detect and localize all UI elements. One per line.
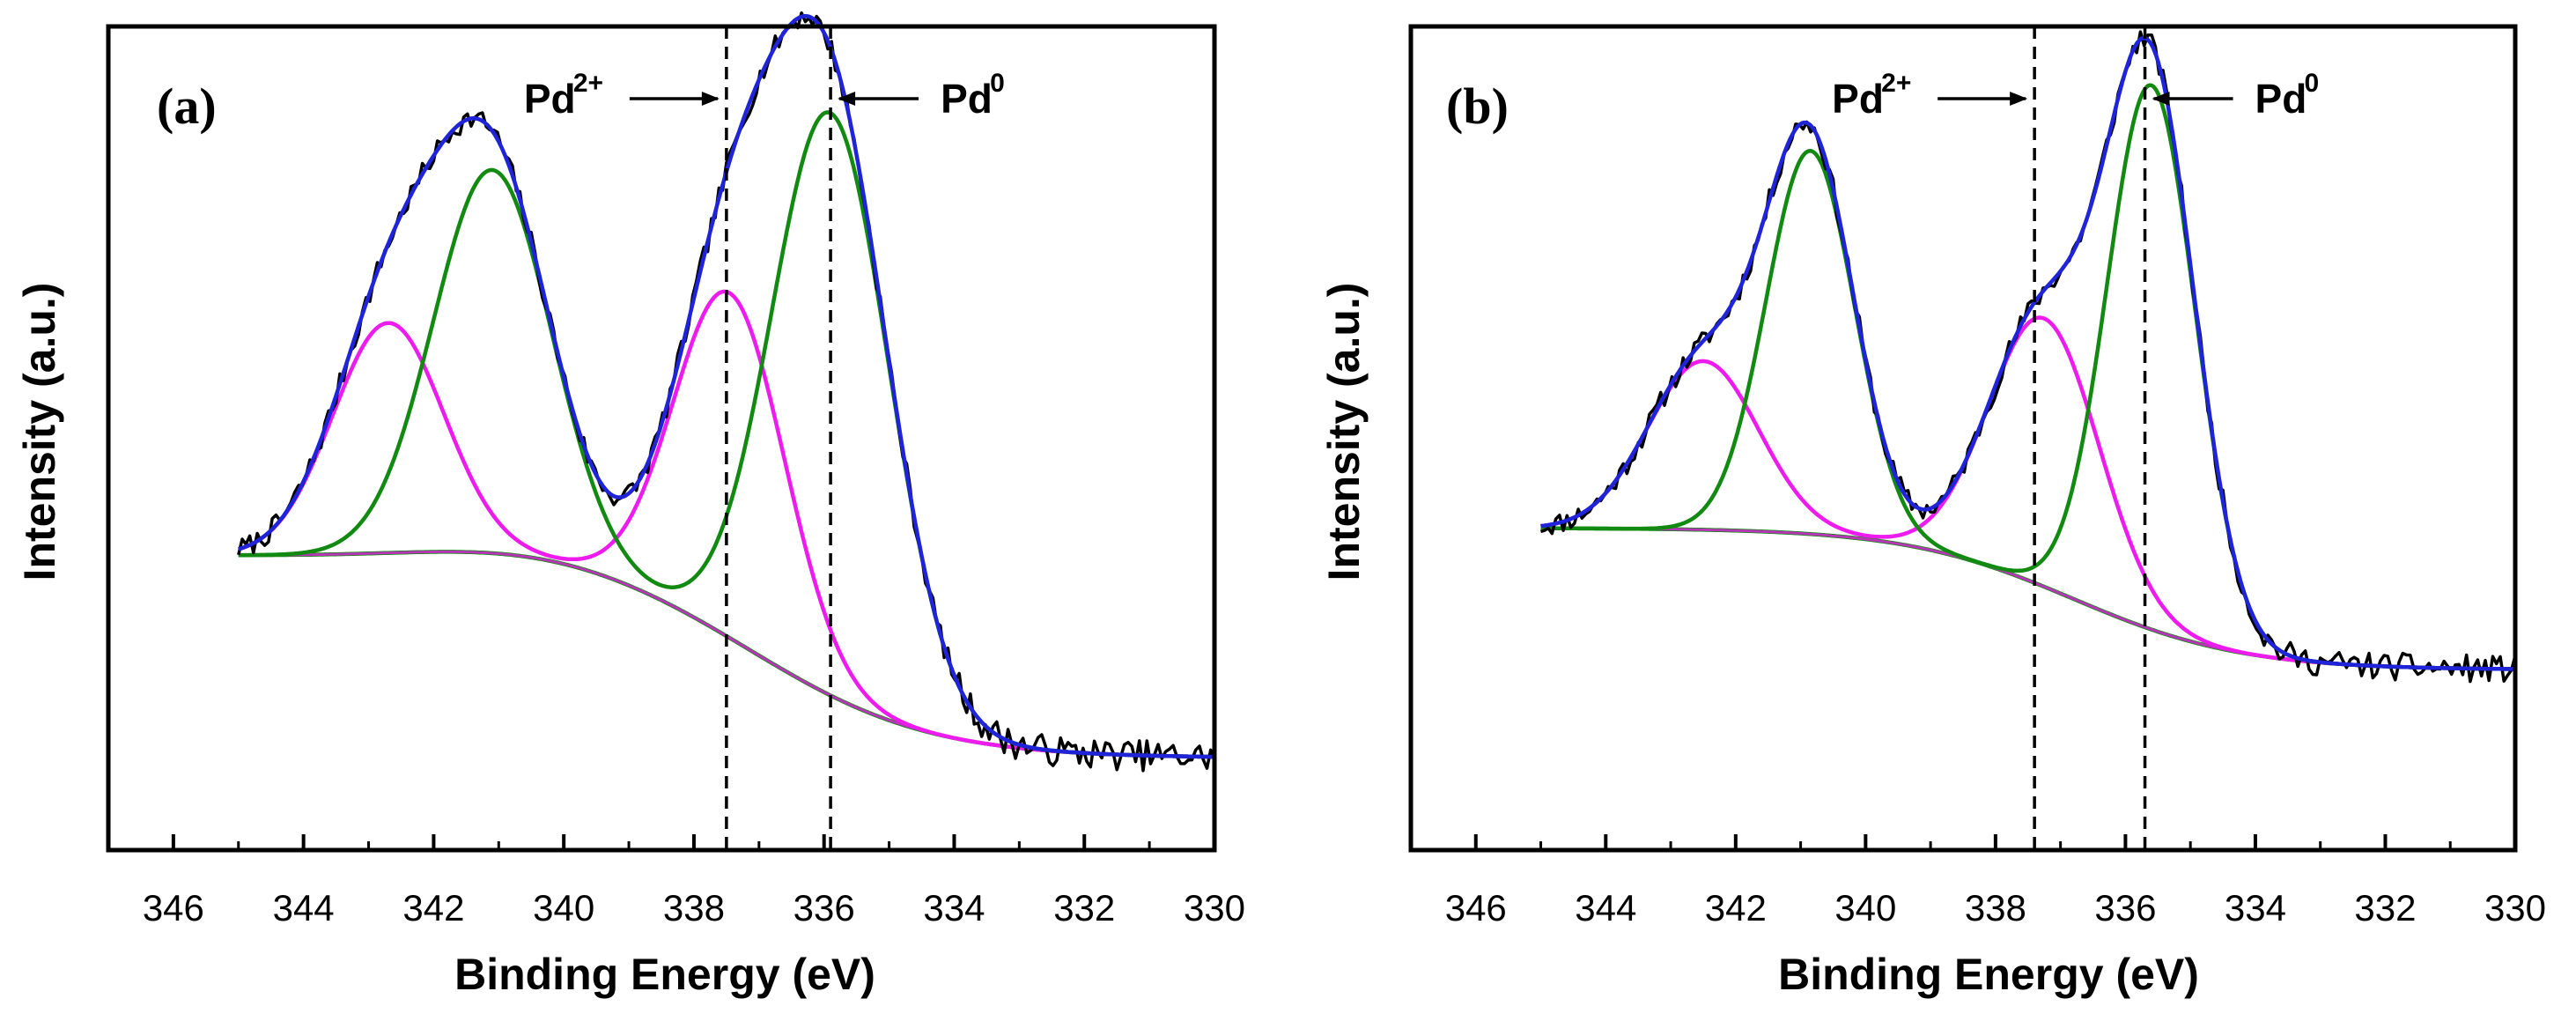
pd0-label-superscript: 0 <box>990 69 1005 98</box>
x-tick-label: 338 <box>1965 887 2026 929</box>
background-magenta <box>1540 527 2515 670</box>
plot-frame <box>1408 24 2518 853</box>
panel-label: (b) <box>1446 78 1509 135</box>
pd0-label: Pd <box>2255 76 2307 122</box>
x-tick-label: 342 <box>1705 887 1767 929</box>
plot-frame <box>106 24 1217 853</box>
x-tick-label: 344 <box>273 887 335 929</box>
x-tick-label: 346 <box>1445 887 1507 929</box>
pd0-label: Pd <box>941 76 993 122</box>
pd2-label-superscript: 2+ <box>573 69 603 98</box>
x-tick-label: 334 <box>923 887 985 929</box>
panel-b: Intensity (a.u.) Binding Energy (eV) (b)… <box>1319 24 2546 999</box>
x-tick-label: 330 <box>2484 887 2546 929</box>
x-tick-label: 342 <box>402 887 464 929</box>
panel-label: (a) <box>157 78 217 135</box>
arrow-right-head <box>701 92 720 106</box>
panel-a: Intensity (a.u.) Binding Energy (eV) (a)… <box>15 11 1245 999</box>
envelope-fit-curve <box>1540 35 2515 671</box>
x-tick-label: 334 <box>2225 887 2286 929</box>
pd2-component-curve <box>1540 315 2515 671</box>
background-green <box>1540 526 2515 671</box>
y-axis-title: Intensity (a.u.) <box>1319 283 1369 581</box>
y-axis-title: Intensity (a.u.) <box>15 283 64 581</box>
x-tick-label: 336 <box>2094 887 2156 929</box>
x-axis-title: Binding Energy (eV) <box>454 950 875 999</box>
x-tick-label: 340 <box>1834 887 1896 929</box>
pd2-label-superscript: 2+ <box>1881 69 1911 98</box>
pd2-label: Pd <box>1832 76 1884 122</box>
x-tick-label: 330 <box>1184 887 1245 929</box>
x-tick-label: 332 <box>2354 887 2416 929</box>
x-tick-label: 346 <box>143 887 204 929</box>
x-axis-title: Binding Energy (eV) <box>1778 950 2199 999</box>
x-tick-label: 344 <box>1575 887 1636 929</box>
x-tick-label: 336 <box>793 887 855 929</box>
arrow-right-head <box>2010 92 2028 106</box>
x-tick-label: 340 <box>533 887 594 929</box>
x-tick-label: 332 <box>1053 887 1115 929</box>
pd0-label-superscript: 0 <box>2305 69 2320 98</box>
x-tick-label: 338 <box>663 887 725 929</box>
raw-data-curve <box>1539 30 2517 684</box>
pd2-label: Pd <box>524 76 576 122</box>
